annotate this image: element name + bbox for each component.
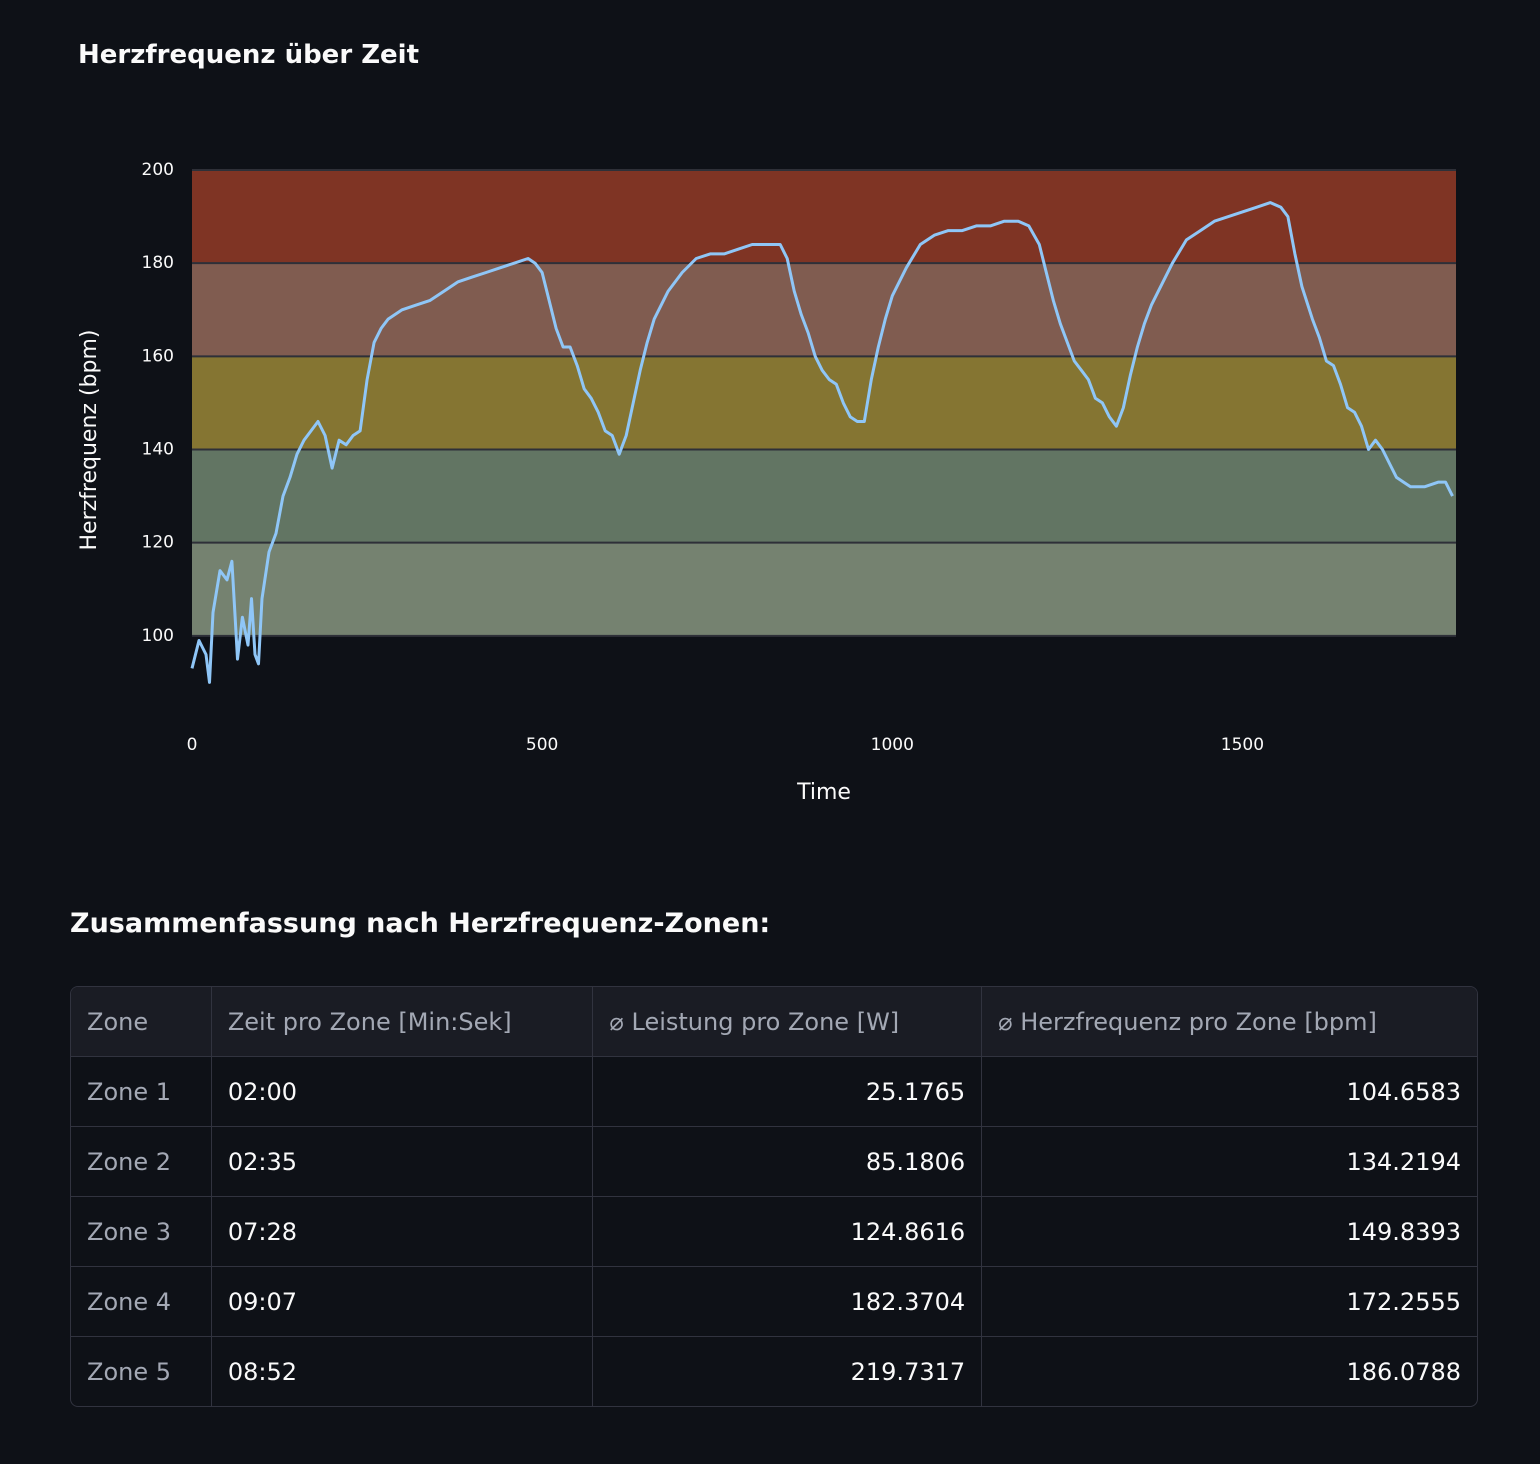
table-row: Zone 4 09:07 182.3704 172.2555 bbox=[71, 1266, 1477, 1337]
table-cell: 186.0788 bbox=[981, 1336, 1477, 1406]
table-cell: Zone 1 bbox=[71, 1056, 212, 1127]
y-tick-label: 120 bbox=[142, 533, 174, 553]
table-cell: 02:35 bbox=[210, 1126, 594, 1197]
zone-band bbox=[192, 542, 1456, 636]
table-cell: Zone 4 bbox=[71, 1266, 212, 1337]
table-cell: 85.1806 bbox=[592, 1126, 983, 1197]
table-row: Zone 3 07:28 124.8616 149.8393 bbox=[71, 1196, 1477, 1267]
table-cell: 08:52 bbox=[210, 1336, 594, 1406]
table-container: Zone Zeit pro Zone [Min:Sek] ⌀ Leistung pr… bbox=[70, 986, 1478, 1407]
table-cell: Zone 3 bbox=[71, 1196, 212, 1267]
table-cell: 219.7317 bbox=[592, 1336, 983, 1406]
table-cell: 182.3704 bbox=[592, 1266, 983, 1337]
y-axis-label: Herzfrequenz (bpm) bbox=[77, 330, 102, 551]
column-header: Zeit pro Zone [Min:Sek] bbox=[210, 987, 594, 1057]
table-cell: 172.2555 bbox=[981, 1266, 1477, 1337]
x-tick-label: 0 bbox=[187, 735, 198, 755]
subheading: Zusammenfassung nach Herzfrequenz-Zonen: bbox=[70, 908, 771, 939]
table-cell: 25.1765 bbox=[592, 1056, 983, 1127]
table-cell: 02:00 bbox=[210, 1056, 594, 1127]
table-cell: 134.2194 bbox=[981, 1126, 1477, 1197]
table-cell: 149.8393 bbox=[981, 1196, 1477, 1267]
zone-band bbox=[192, 449, 1456, 543]
y-tick-label: 140 bbox=[142, 440, 174, 460]
x-tick-label: 500 bbox=[526, 735, 558, 755]
table-cell: Zone 2 bbox=[71, 1126, 212, 1197]
table-cell: Zone 5 bbox=[71, 1336, 212, 1406]
y-tick-label: 200 bbox=[142, 160, 174, 180]
x-tick-label: 1500 bbox=[1221, 735, 1264, 755]
x-tick-label: 1000 bbox=[871, 735, 914, 755]
column-header: ⌀ Leistung pro Zone [W] bbox=[592, 987, 983, 1057]
table-cell: 104.6583 bbox=[981, 1056, 1477, 1127]
column-header: Zone bbox=[71, 987, 212, 1057]
table-cell: 09:07 bbox=[210, 1266, 594, 1337]
table-cell: 124.8616 bbox=[592, 1196, 983, 1267]
column-header: ⌀ Herzfrequenz pro Zone [bpm] bbox=[981, 987, 1477, 1057]
y-tick-label: 100 bbox=[142, 626, 174, 646]
table-row: Zone 5 08:52 219.7317 186.0788 bbox=[71, 1336, 1477, 1406]
x-axis-label: Time bbox=[796, 780, 851, 805]
table-cell: 07:28 bbox=[210, 1196, 594, 1267]
y-tick-label: 160 bbox=[142, 346, 174, 366]
chart: 100 120 140 160 180 200 0 500 1000 1500 Time Herzfr… bbox=[77, 160, 1456, 805]
table-row: Zone 1 02:00 25.1765 104.6583 bbox=[71, 1056, 1477, 1127]
header-row: Zone Zeit pro Zone [Min:Sek] ⌀ Leistung pr… bbox=[71, 987, 1477, 1057]
zone-band bbox=[192, 263, 1456, 357]
y-tick-label: 180 bbox=[142, 253, 174, 273]
table: Zone Zeit pro Zone [Min:Sek] ⌀ Leistung pr… bbox=[71, 987, 1477, 1406]
table-row: Zone 2 02:35 85.1806 134.2194 bbox=[71, 1126, 1477, 1197]
hr-line bbox=[190, 201, 1454, 684]
chart-title: Herzfrequenz über Zeit bbox=[78, 40, 420, 70]
zone-band bbox=[192, 170, 1456, 264]
